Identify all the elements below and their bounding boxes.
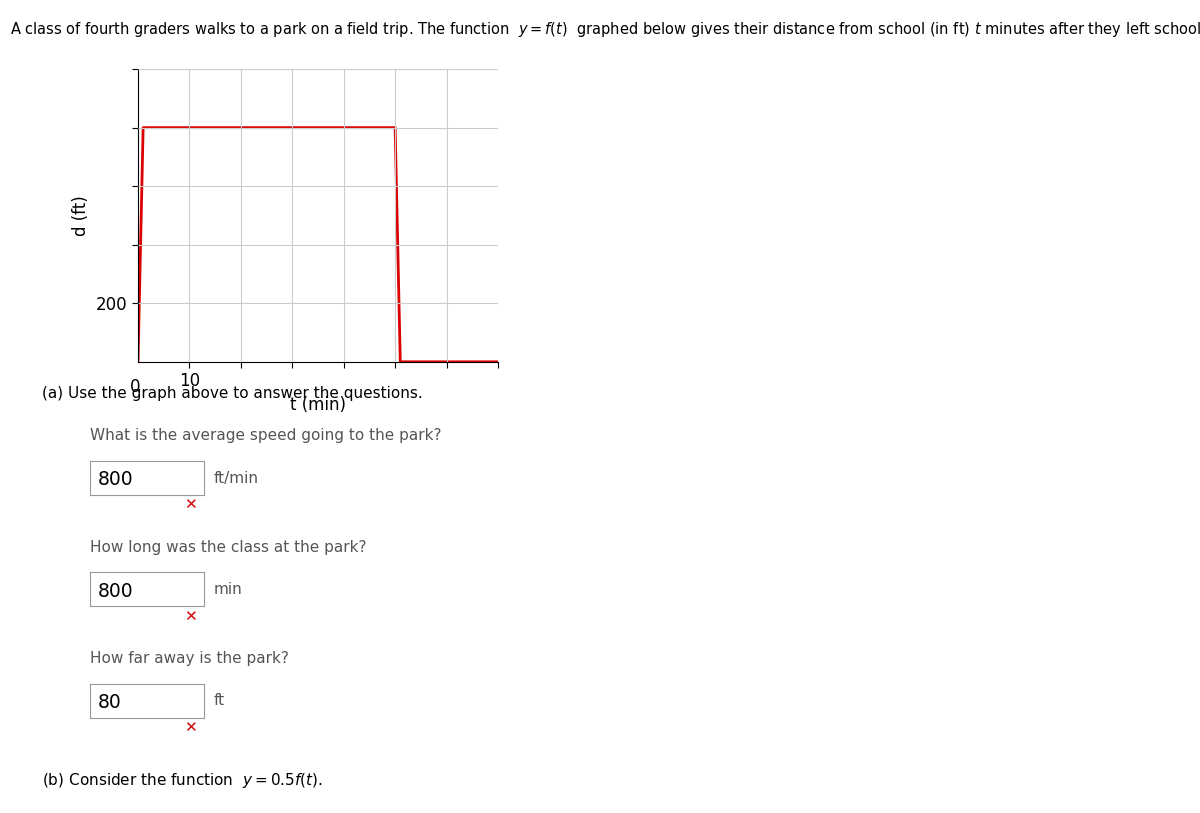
Text: A class of fourth graders walks to a park on a field trip. The function  $y = f(: A class of fourth graders walks to a par… (10, 20, 1200, 39)
Y-axis label: d (ft): d (ft) (72, 195, 90, 236)
Text: ✕: ✕ (184, 498, 197, 512)
Text: 800: 800 (98, 581, 133, 601)
Text: (b) Consider the function  $y = 0.5f(t)$.: (b) Consider the function $y = 0.5f(t)$. (42, 771, 323, 789)
Text: ft: ft (214, 693, 224, 708)
Text: How far away is the park?: How far away is the park? (90, 651, 289, 666)
Text: How long was the class at the park?: How long was the class at the park? (90, 540, 366, 554)
Text: min: min (214, 582, 242, 597)
X-axis label: t (min): t (min) (290, 396, 346, 414)
Text: 0: 0 (130, 378, 140, 396)
Text: ✕: ✕ (184, 609, 197, 624)
Text: 80: 80 (98, 693, 121, 712)
Text: ft/min: ft/min (214, 471, 259, 485)
Text: (a) Use the graph above to answer the questions.: (a) Use the graph above to answer the qu… (42, 386, 422, 401)
Text: ✕: ✕ (184, 720, 197, 735)
Text: What is the average speed going to the park?: What is the average speed going to the p… (90, 428, 442, 443)
Text: 800: 800 (98, 470, 133, 489)
